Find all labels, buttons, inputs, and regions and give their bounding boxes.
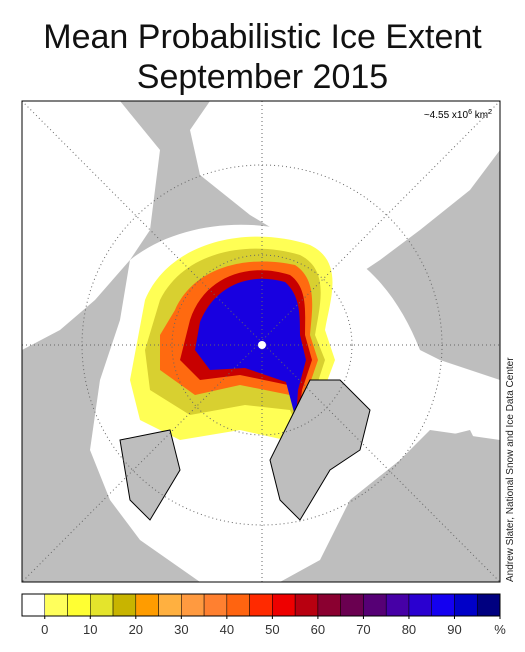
colorbar-swatch — [21, 593, 46, 617]
island — [430, 430, 490, 500]
colorbar-tick-label: 40 — [220, 622, 234, 637]
colorbar-swatch — [158, 593, 182, 617]
colorbar-tick-label: 10 — [83, 622, 97, 637]
extent-annotation: ~4.55 x106 km2 — [424, 109, 492, 121]
hudson-land — [119, 429, 181, 521]
colorbar: 0 10 20 30 40 50 60 70 80 90% — [21, 593, 506, 637]
colorbar-swatch — [408, 593, 432, 617]
colorbar-swatch — [431, 593, 455, 617]
colorbar-swatch — [44, 593, 68, 617]
colorbar-swatch — [135, 593, 159, 617]
colorbar-swatch — [249, 593, 273, 617]
colorbar-swatch — [181, 593, 205, 617]
colorbar-tick-label: 60 — [311, 622, 325, 637]
colorbar-tick-label: 20 — [129, 622, 143, 637]
colorbar-tick-label: 30 — [174, 622, 188, 637]
colorbar-swatch — [294, 593, 319, 617]
colorbar-swatch — [476, 593, 501, 617]
ice-core — [195, 278, 306, 420]
colorbar-swatch — [90, 593, 114, 617]
colorbar-swatch — [363, 593, 387, 617]
colorbar-frame — [21, 593, 501, 617]
colorbar-tick-label: % — [494, 622, 506, 637]
colorbar-swatch — [340, 593, 364, 617]
ocean — [22, 101, 160, 350]
ocean — [190, 101, 500, 280]
map — [22, 101, 500, 582]
colorbar-tick-label: 70 — [356, 622, 370, 637]
colorbar-tick-label: 50 — [265, 622, 279, 637]
colorbar-tick-label: 90 — [447, 622, 461, 637]
colorbar-swatch — [226, 593, 250, 617]
greenland — [269, 379, 371, 521]
map-frame — [21, 100, 501, 583]
credit: Andrew Slater, National Snow and Ice Dat… — [505, 357, 516, 582]
pole-hole — [258, 341, 266, 349]
colorbar-swatch — [454, 593, 478, 617]
colorbar-tick-label: 80 — [402, 622, 416, 637]
colorbar-swatch — [385, 593, 410, 617]
colorbar-swatch — [112, 593, 137, 617]
colorbar-swatch — [272, 593, 296, 617]
colorbar-tick-label: 0 — [41, 622, 48, 637]
title-line: September 2015 — [136, 58, 389, 96]
title-line: Mean Probabilistic Ice Extent — [43, 18, 482, 56]
colorbar-swatch — [317, 593, 341, 617]
colorbar-swatch — [203, 593, 228, 617]
colorbar-swatch — [67, 593, 91, 617]
